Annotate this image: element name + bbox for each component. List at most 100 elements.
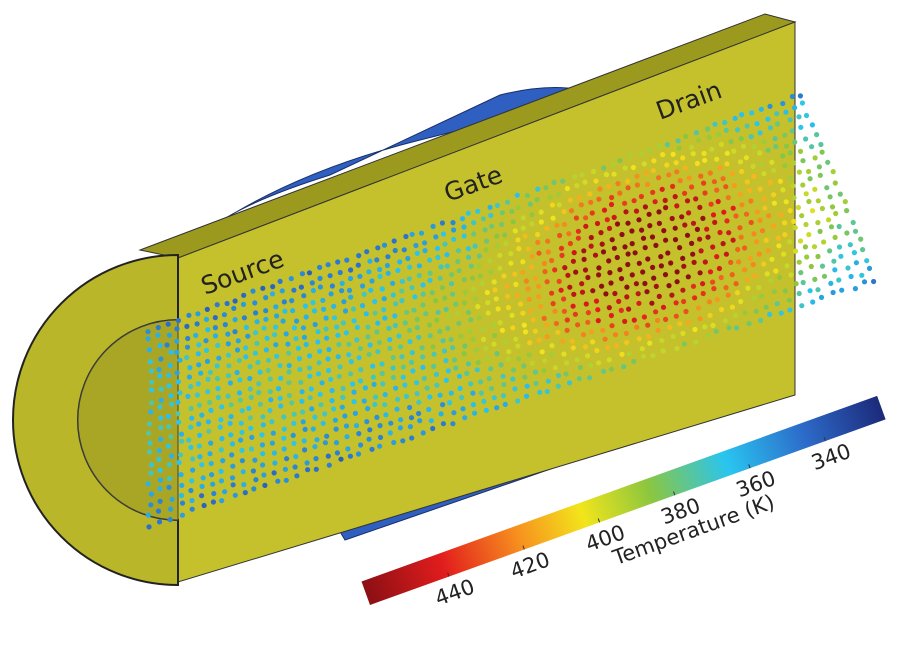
atom	[720, 176, 726, 182]
atom	[196, 402, 202, 408]
atom	[484, 238, 490, 244]
atom	[769, 159, 775, 165]
atom	[527, 201, 533, 207]
atom	[184, 323, 190, 329]
atom	[588, 243, 594, 249]
atom	[168, 453, 175, 459]
atom	[364, 419, 370, 425]
atom	[618, 307, 624, 313]
atom	[556, 202, 562, 208]
atom	[674, 169, 680, 175]
atom	[412, 294, 418, 300]
atom	[435, 309, 441, 315]
atom	[317, 391, 323, 397]
atom	[783, 199, 789, 205]
atom	[472, 296, 478, 302]
atom	[821, 239, 827, 245]
atom	[772, 136, 778, 142]
atom	[301, 334, 307, 340]
atom	[773, 144, 779, 150]
atom	[501, 382, 507, 388]
atom	[340, 394, 346, 400]
atom	[481, 398, 487, 404]
atom	[420, 364, 426, 370]
atom	[210, 481, 216, 487]
atom	[603, 172, 610, 178]
atom	[310, 287, 316, 294]
atom	[177, 452, 184, 458]
atom	[809, 122, 816, 128]
atom	[168, 434, 174, 440]
atom	[702, 324, 708, 330]
atom	[324, 335, 330, 341]
atom	[682, 190, 688, 196]
atom	[638, 150, 645, 156]
atom	[249, 434, 255, 440]
atom	[203, 347, 210, 353]
atom	[240, 301, 247, 307]
atom	[307, 373, 313, 379]
atom	[597, 186, 603, 192]
atom	[541, 260, 548, 267]
atom	[790, 183, 796, 189]
atom	[286, 380, 292, 386]
atom	[791, 160, 797, 166]
atom	[759, 228, 766, 234]
atom	[195, 351, 201, 357]
atom	[229, 452, 235, 458]
atom	[686, 175, 692, 181]
atom	[529, 264, 535, 270]
atom	[491, 279, 497, 285]
atom	[267, 376, 273, 382]
atom	[470, 286, 476, 292]
atom	[830, 289, 836, 296]
atom	[723, 285, 729, 291]
atom	[309, 406, 315, 412]
atom	[544, 388, 550, 395]
atom	[797, 93, 804, 99]
atom	[199, 462, 205, 468]
atom	[693, 196, 699, 202]
atom	[394, 406, 400, 412]
atom	[280, 318, 286, 324]
atom	[407, 339, 413, 345]
atom	[310, 426, 316, 432]
atom	[228, 432, 234, 438]
atom	[475, 304, 481, 310]
atom	[218, 468, 224, 474]
atom	[475, 360, 481, 366]
atom	[456, 320, 462, 326]
atom	[672, 237, 679, 243]
atom	[360, 283, 366, 289]
atom	[443, 377, 449, 383]
atom	[256, 389, 262, 396]
atom	[806, 232, 812, 238]
atom	[607, 270, 613, 276]
atom	[595, 318, 601, 324]
atom	[684, 232, 691, 238]
atom	[647, 340, 653, 346]
atom	[267, 389, 273, 395]
atom	[722, 119, 728, 126]
atom	[561, 308, 568, 314]
atom	[375, 245, 381, 251]
atom	[603, 291, 609, 297]
atom	[723, 184, 729, 190]
atom	[652, 199, 658, 205]
atom	[435, 254, 441, 261]
atom	[622, 244, 628, 250]
atom	[456, 268, 462, 274]
atom	[328, 376, 334, 382]
atom	[237, 377, 243, 383]
atom	[659, 337, 665, 344]
atom	[325, 453, 331, 459]
atom	[677, 178, 683, 184]
atom	[157, 343, 163, 349]
atom	[366, 436, 372, 442]
atom	[639, 227, 645, 233]
atom	[332, 417, 338, 423]
atom	[742, 267, 748, 273]
atom	[832, 180, 838, 186]
atom	[146, 524, 152, 530]
atom	[156, 519, 163, 525]
